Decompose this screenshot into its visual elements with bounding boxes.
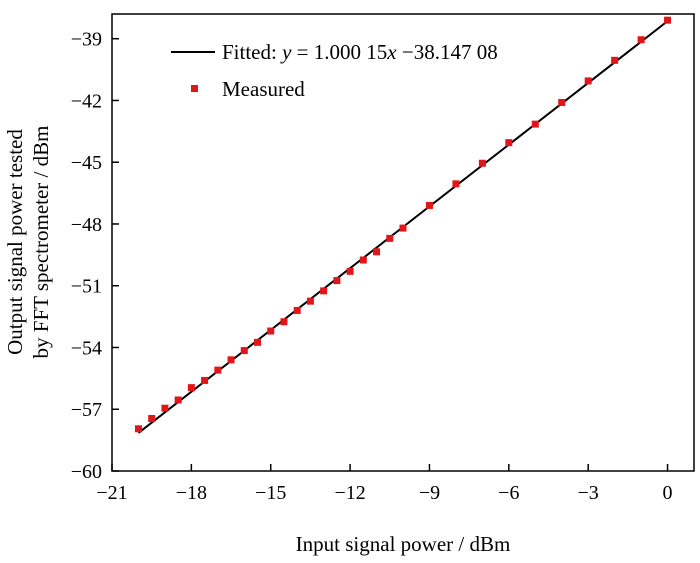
measured-point [399, 224, 407, 232]
legend-measured-label: Measured [222, 77, 305, 101]
legend-fitted-label: Fitted: y = 1.000 15x −38.147 08 [222, 40, 498, 64]
y-tick-label: −57 [71, 399, 102, 421]
y-axis: −60 −57 −54 −51 −48 −45 −42 −39 [71, 29, 119, 483]
measured-point [187, 384, 195, 392]
measured-point [558, 99, 566, 107]
measured-point [214, 366, 222, 374]
y-tick-label: −39 [71, 29, 102, 51]
x-tick-label: −12 [334, 482, 365, 504]
measured-point [664, 16, 672, 24]
measured-point [240, 347, 248, 355]
measured-point [359, 256, 367, 264]
measured-point [386, 234, 394, 242]
measured-point [267, 327, 275, 335]
measured-point [227, 356, 235, 364]
measured-point [584, 77, 592, 85]
legend: Fitted: y = 1.000 15x −38.147 08 Measure… [171, 40, 498, 101]
x-tick-label: −15 [255, 482, 286, 504]
x-tick-label: −6 [498, 482, 519, 504]
measured-point [320, 287, 328, 295]
x-axis: −21 −18 −15 −12 −9 −6 −3 0 [96, 464, 673, 504]
y-tick-label: −42 [71, 90, 102, 112]
measured-point [452, 180, 460, 188]
measured-point [425, 201, 433, 209]
y-tick-label: −48 [71, 214, 102, 236]
measured-point [201, 376, 209, 384]
legend-measured-swatch [191, 85, 198, 92]
x-tick-label: −21 [96, 482, 127, 504]
y-tick-label: −51 [71, 276, 102, 298]
y-axis-title-line-2: by FFT spectrometer / dBm [29, 126, 53, 359]
measured-point [478, 159, 486, 167]
measured-point [531, 120, 539, 128]
x-axis-title: Input signal power / dBm [296, 532, 511, 556]
measured-point [611, 56, 619, 64]
measured-point [306, 297, 314, 305]
measured-point [333, 277, 341, 285]
x-tick-label: 0 [663, 482, 673, 504]
x-tick-label: −9 [419, 482, 440, 504]
measured-point [373, 248, 381, 256]
measured-point [505, 139, 513, 147]
plot-frame [111, 13, 695, 472]
y-tick-label: −45 [71, 152, 102, 174]
measured-point [161, 404, 169, 412]
measured-point [174, 396, 182, 404]
measured-point [254, 338, 261, 346]
x-tick-label: −18 [176, 482, 207, 504]
x-tick-label: −3 [578, 482, 599, 504]
measured-points [134, 16, 672, 433]
measured-point [346, 267, 354, 275]
y-axis-title-line-1: Output signal power tested [3, 129, 27, 355]
y-tick-label: −60 [71, 461, 102, 483]
measured-point [293, 306, 301, 314]
measured-point [280, 318, 288, 326]
measured-point [637, 36, 645, 44]
measured-point [148, 415, 156, 423]
measured-point [134, 425, 142, 433]
y-tick-label: −54 [71, 337, 102, 359]
